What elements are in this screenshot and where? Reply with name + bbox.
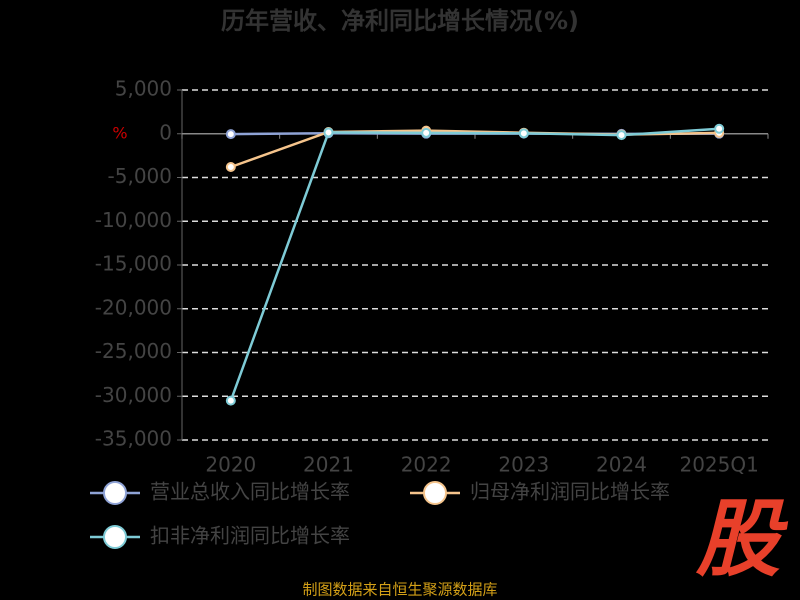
y-unit: % bbox=[112, 124, 127, 143]
y-tick-label: -5,000 bbox=[108, 164, 172, 188]
legend-marker bbox=[103, 481, 127, 505]
legend-marker bbox=[103, 525, 127, 549]
x-tick-label: 2023 bbox=[498, 453, 549, 477]
y-tick-label: 5,000 bbox=[115, 77, 172, 101]
x-tick-label: 2025Q1 bbox=[679, 453, 758, 477]
x-tick-label: 2024 bbox=[596, 453, 647, 477]
y-tick-label: -25,000 bbox=[95, 339, 172, 363]
x-tick-label: 2022 bbox=[401, 453, 452, 477]
series-line bbox=[229, 127, 720, 402]
logo: 股 bbox=[695, 490, 789, 588]
legend-marker bbox=[423, 481, 447, 505]
y-tick-label: -15,000 bbox=[95, 252, 172, 276]
point bbox=[518, 128, 529, 139]
y-tick-label: -30,000 bbox=[95, 383, 172, 407]
legend-label: 营业总收入同比增长率 bbox=[150, 480, 350, 504]
point bbox=[225, 162, 236, 172]
point bbox=[225, 395, 236, 406]
point bbox=[714, 123, 725, 134]
legend-label: 扣非净利润同比增长率 bbox=[150, 524, 350, 548]
legend-label: 归母净利润同比增长率 bbox=[470, 480, 670, 504]
y-tick-label: -10,000 bbox=[95, 208, 172, 232]
point bbox=[421, 127, 432, 138]
y-tick-label: 0 bbox=[159, 120, 172, 144]
x-tick-label: 2020 bbox=[205, 453, 256, 477]
y-tick-label: -35,000 bbox=[95, 427, 172, 451]
point bbox=[225, 129, 236, 140]
point bbox=[323, 127, 334, 138]
x-tick-label: 2021 bbox=[303, 453, 354, 477]
point bbox=[616, 130, 627, 141]
source-note: 制图数据来自恒生聚源数据库 bbox=[302, 581, 497, 599]
chart-title: 历年营收、净利同比增长情况(%) bbox=[221, 7, 579, 35]
y-tick-label: -20,000 bbox=[95, 295, 172, 319]
